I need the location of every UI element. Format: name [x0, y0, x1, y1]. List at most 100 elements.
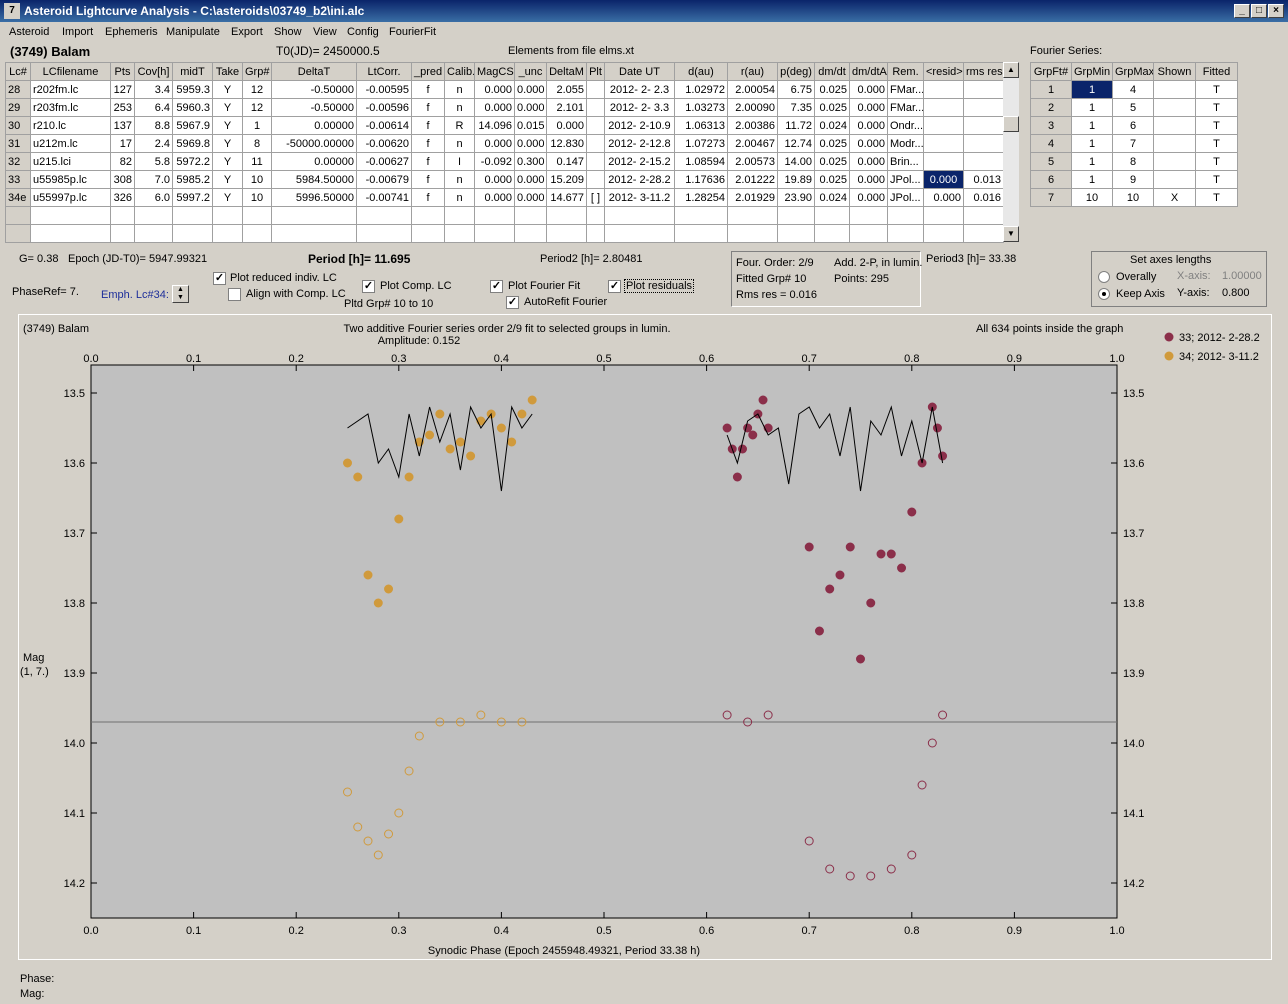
scroll-thumb[interactable] [1003, 116, 1019, 132]
lc-cell[interactable]: 5959.3 [172, 80, 213, 99]
lc-cell[interactable]: -0.00620 [356, 134, 412, 153]
lc-cell[interactable] [271, 224, 357, 243]
lc-cell[interactable]: 28 [5, 80, 31, 99]
lc-cell[interactable] [727, 224, 778, 243]
fourier-cell[interactable]: T [1195, 188, 1238, 207]
lc-cell[interactable] [586, 134, 605, 153]
lc-cell[interactable] [604, 224, 675, 243]
lc-cell[interactable]: 5996.50000 [271, 188, 357, 207]
scroll-up-icon[interactable]: ▲ [1003, 62, 1019, 78]
lc-col-header[interactable]: d(au) [674, 62, 728, 81]
lc-cell[interactable]: 1.28254 [674, 188, 728, 207]
plot-reduced-checkbox[interactable]: ✓ [213, 272, 226, 285]
lc-cell[interactable]: r202fm.lc [30, 80, 111, 99]
lc-cell[interactable]: 2012- 2-10.9 [604, 116, 675, 135]
lc-col-header[interactable]: p(deg) [777, 62, 815, 81]
fourier-cell[interactable] [1153, 170, 1196, 189]
lc-cell[interactable]: Ondr... [887, 116, 924, 135]
lc-cell[interactable]: 253 [110, 98, 135, 117]
lc-cell[interactable]: 19.89 [777, 170, 815, 189]
fourier-cell[interactable]: 6 [1112, 116, 1154, 135]
lc-cell[interactable]: 2.00386 [727, 116, 778, 135]
lc-cell[interactable]: 308 [110, 170, 135, 189]
lc-cell[interactable] [411, 224, 445, 243]
lc-cell[interactable] [110, 206, 135, 225]
lc-cell[interactable]: u55985p.lc [30, 170, 111, 189]
lc-cell[interactable]: 0.000 [923, 188, 964, 207]
lc-cell[interactable]: Y [212, 116, 243, 135]
fourier-cell[interactable]: 1 [1071, 98, 1113, 117]
xaxis-value[interactable]: 1.00000 [1222, 270, 1262, 282]
lc-cell[interactable]: -50000.00000 [271, 134, 357, 153]
fourier-cell[interactable]: 4 [1030, 134, 1072, 153]
lc-cell[interactable]: 10 [242, 170, 272, 189]
lc-cell[interactable]: 2.4 [134, 134, 173, 153]
fourier-col-header[interactable]: GrpMax [1112, 62, 1154, 81]
fourier-cell[interactable]: 10 [1071, 188, 1113, 207]
fourier-cell[interactable]: 1 [1071, 152, 1113, 171]
lc-cell[interactable]: R [444, 116, 475, 135]
lc-table-row[interactable]: 33 u55985p.lc 308 7.0 5985.2 Y 10 5984.50000 -0.… [5, 170, 1004, 189]
fourier-cell[interactable]: 8 [1112, 152, 1154, 171]
lc-cell[interactable]: 31 [5, 134, 31, 153]
lc-cell[interactable]: r203fm.lc [30, 98, 111, 117]
lc-cell[interactable]: 1.03273 [674, 98, 728, 117]
maximize-button[interactable]: □ [1251, 4, 1267, 18]
lc-cell[interactable] [134, 206, 173, 225]
lc-cell[interactable] [963, 152, 1004, 171]
lc-col-header[interactable]: Calib. [444, 62, 475, 81]
lc-table-row[interactable]: 31 u212m.lc 17 2.4 5969.8 Y 8 -50000.00000 -0.00… [5, 134, 1004, 153]
lc-cell[interactable]: f [411, 170, 445, 189]
lc-table-row[interactable]: 29 r203fm.lc 253 6.4 5960.3 Y 12 -0.50000 -0.005… [5, 98, 1004, 117]
lc-col-header[interactable]: MagCS [474, 62, 515, 81]
fourier-cell[interactable] [1153, 134, 1196, 153]
lc-cell[interactable]: -0.00679 [356, 170, 412, 189]
fourier-cell[interactable]: T [1195, 152, 1238, 171]
minimize-button[interactable]: _ [1234, 4, 1250, 18]
lc-cell[interactable] [963, 116, 1004, 135]
lc-cell[interactable]: 1.17636 [674, 170, 728, 189]
lightcurve-table[interactable]: Lc# LCfilename Pts Cov[h] midT Take Grp# DeltaT… [5, 62, 1004, 243]
lc-cell[interactable]: 2012- 2- 2.3 [604, 80, 675, 99]
lc-cell[interactable]: 2012- 2-28.2 [604, 170, 675, 189]
lc-cell[interactable]: Y [212, 188, 243, 207]
lc-cell[interactable] [514, 206, 547, 225]
yaxis-value[interactable]: 0.800 [1222, 287, 1250, 299]
lc-cell[interactable] [586, 170, 605, 189]
lc-cell[interactable]: 7.0 [134, 170, 173, 189]
lc-cell[interactable] [30, 224, 111, 243]
lc-col-header[interactable]: LCfilename [30, 62, 111, 81]
plot-fourier-checkbox[interactable]: ✓ [490, 280, 503, 293]
menu-asteroid[interactable]: Asteroid [9, 26, 50, 38]
lc-col-header[interactable]: Cov[h] [134, 62, 173, 81]
lc-cell[interactable] [5, 224, 31, 243]
lc-cell[interactable] [586, 116, 605, 135]
lightcurve-chart[interactable]: 0.0 0.0 0.1 0.1 0.2 0.2 0.3 0.3 0.4 0.4 0.5 0.5 0.6 0… [19, 315, 1271, 959]
lc-cell[interactable]: 2012- 2-12.8 [604, 134, 675, 153]
lc-cell[interactable]: u55997p.lc [30, 188, 111, 207]
lc-cell[interactable] [474, 206, 515, 225]
lc-cell[interactable]: 2.01222 [727, 170, 778, 189]
lc-cell[interactable] [887, 224, 924, 243]
lc-cell[interactable] [849, 206, 888, 225]
lc-cell[interactable]: 0.025 [814, 134, 850, 153]
lc-cell[interactable]: 7.35 [777, 98, 815, 117]
lc-cell[interactable]: Y [212, 134, 243, 153]
fourier-col-header[interactable]: GrpFt# [1030, 62, 1072, 81]
lc-table-empty-row[interactable] [5, 224, 1004, 243]
lc-cell[interactable]: n [444, 134, 475, 153]
lc-cell[interactable]: 5.8 [134, 152, 173, 171]
lc-cell[interactable]: 11.72 [777, 116, 815, 135]
lc-cell[interactable]: -0.50000 [271, 80, 357, 99]
lc-cell[interactable]: -0.50000 [271, 98, 357, 117]
lc-cell[interactable]: -0.00627 [356, 152, 412, 171]
lc-table-row[interactable]: 34e u55997p.lc 326 6.0 5997.2 Y 10 5996.50000 -0… [5, 188, 1004, 207]
lc-cell[interactable]: f [411, 188, 445, 207]
lc-cell[interactable] [777, 206, 815, 225]
lc-col-header[interactable]: Pts [110, 62, 135, 81]
lc-cell[interactable]: n [444, 188, 475, 207]
fourier-cell[interactable]: 7 [1030, 188, 1072, 207]
lc-cell[interactable]: 0.000 [474, 98, 515, 117]
